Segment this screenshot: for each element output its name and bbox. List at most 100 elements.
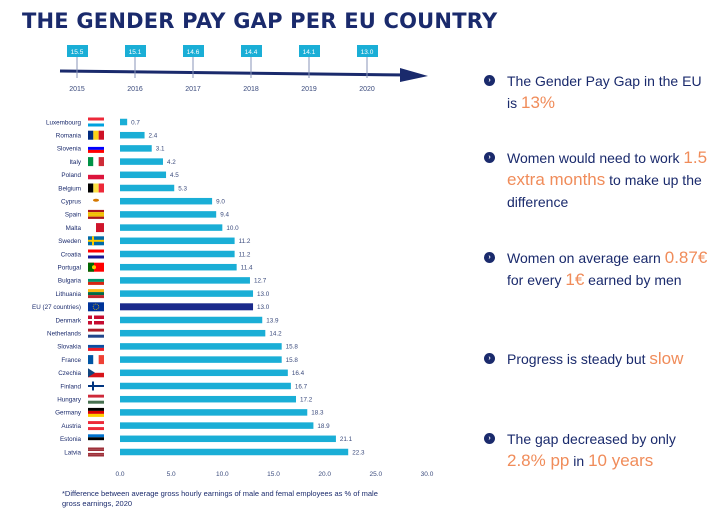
bullet-icon: › <box>484 252 495 263</box>
flag-icon-poland <box>88 170 104 180</box>
bar-value-label: 9.4 <box>220 212 229 219</box>
category-label: Denmark <box>55 317 81 324</box>
timeline: 15.5 2015 15.1 2016 14.6 2017 14.4 2018 14.1 2019… <box>59 45 428 93</box>
flag-icon-finland <box>88 381 104 391</box>
category-label: Slovenia <box>57 146 82 153</box>
page-title: THE GENDER PAY GAP PER EU COUNTRY <box>22 9 498 33</box>
bar <box>120 211 217 218</box>
flag-icon-sweden <box>88 236 104 246</box>
bar <box>120 356 282 363</box>
timeline-year: 2019 <box>301 86 317 93</box>
bar-value-label: 2.4 <box>149 133 158 140</box>
flag-icon-bulgaria <box>88 275 104 285</box>
key-point: › Women on average earn 0.87€ for every 1… <box>484 247 709 291</box>
bar <box>120 422 314 429</box>
bar <box>120 290 254 297</box>
category-label: Estonia <box>60 436 82 443</box>
highlight-text: 1€ <box>565 270 585 289</box>
timeline-year: 2015 <box>69 86 85 93</box>
flag-icon-eu-27-countries- <box>88 302 104 312</box>
bar <box>120 158 163 165</box>
key-point-text: in <box>569 453 589 469</box>
bar-value-label: 18.9 <box>317 423 330 430</box>
bar-value-label: 9.0 <box>216 199 225 206</box>
flag-icon-portugal <box>88 262 104 272</box>
flag-icon-slovenia <box>88 143 104 153</box>
bar <box>120 263 237 271</box>
key-point-text: Progress is steady but <box>507 351 650 367</box>
category-label: France <box>61 357 81 364</box>
flag-icon-belgium <box>88 183 104 193</box>
category-label: Austria <box>61 423 81 430</box>
timeline-value: 15.1 <box>129 49 142 56</box>
timeline-value-box <box>357 45 378 57</box>
timeline-value-box <box>183 45 204 57</box>
bar-value-label: 17.2 <box>300 397 313 404</box>
bar <box>120 329 266 337</box>
category-label: Sweden <box>58 238 81 245</box>
category-label: Finland <box>60 383 81 390</box>
highlight-text: 1.5 extra months <box>507 148 708 189</box>
flag-icon-netherlands <box>88 328 104 338</box>
timeline-year: 2016 <box>127 86 143 93</box>
x-tick-label: 25.0 <box>370 471 383 478</box>
bar-value-label: 13.0 <box>257 291 270 298</box>
category-label: Germany <box>55 410 82 417</box>
bar-value-label: 4.5 <box>170 172 179 179</box>
key-point: › Women would need to work 1.5 extra mont… <box>484 147 709 213</box>
timeline-year: 2020 <box>359 86 375 93</box>
bar-value-label: 22.3 <box>352 449 365 456</box>
bullet-icon: › <box>484 152 495 163</box>
bar-value-label: 18.3 <box>311 410 324 417</box>
key-point: › The Gender Pay Gap in the EU is 13% <box>484 70 709 114</box>
flag-icon-hungary <box>88 394 104 404</box>
highlight-text: 0.87€ <box>664 248 708 267</box>
category-label: Malta <box>66 225 82 232</box>
bar <box>120 316 263 324</box>
highlight-text: slow <box>649 349 684 368</box>
highlight-text: 2.8% pp <box>507 451 570 470</box>
bar <box>120 237 235 245</box>
key-point-text: to make up the difference <box>507 172 702 210</box>
bar-value-label: 15.8 <box>286 344 299 351</box>
bar-value-label: 11.4 <box>241 265 253 272</box>
bar <box>120 171 167 179</box>
timeline-value-box <box>125 45 146 57</box>
bar-value-label: 10.0 <box>226 225 239 232</box>
flag-icon-czechia <box>88 368 104 378</box>
x-tick-label: 30.0 <box>421 471 434 478</box>
category-label: Romania <box>56 133 82 140</box>
flag-icon-lithuania <box>88 289 104 299</box>
category-label: Latvia <box>64 449 81 456</box>
bar <box>120 131 145 139</box>
bar-value-label: 11.2 <box>239 238 251 245</box>
flag-icon-cyprus <box>88 196 104 206</box>
bar-value-label: 11.2 <box>239 251 251 258</box>
category-label: Spain <box>65 212 82 219</box>
bar <box>120 145 152 152</box>
footnote: *Difference between average gross hourly… <box>62 489 378 508</box>
timeline-value: 14.6 <box>187 49 200 56</box>
flag-icon-denmark <box>88 315 104 325</box>
bar-value-label: 15.8 <box>286 357 299 364</box>
timeline-value-box <box>299 45 320 57</box>
bar-value-label: 13.0 <box>257 304 270 311</box>
bullet-icon: › <box>484 75 495 86</box>
bar <box>120 409 308 416</box>
x-tick-label: 10.0 <box>216 471 229 478</box>
flag-icon-italy <box>88 157 104 167</box>
key-point: › Progress is steady but slow <box>484 348 709 370</box>
key-point-text: earned by men <box>584 272 682 288</box>
category-label: Portugal <box>58 265 81 272</box>
bar <box>120 369 288 377</box>
key-point: › The gap decreased by only 2.8% pp in 10… <box>484 428 709 472</box>
key-point-text: Women on average earn <box>507 250 665 266</box>
bar <box>120 197 213 205</box>
category-label: EU (27 countries) <box>32 304 81 311</box>
x-tick-label: 0.0 <box>115 471 124 478</box>
bar-chart: Luxembourg 0.7 Romania 2.4 Slovenia 3.1 Italy 4… <box>32 117 434 478</box>
x-tick-label: 20.0 <box>318 471 331 478</box>
timeline-value: 13.0 <box>361 49 374 56</box>
flag-icon-france <box>88 355 104 365</box>
